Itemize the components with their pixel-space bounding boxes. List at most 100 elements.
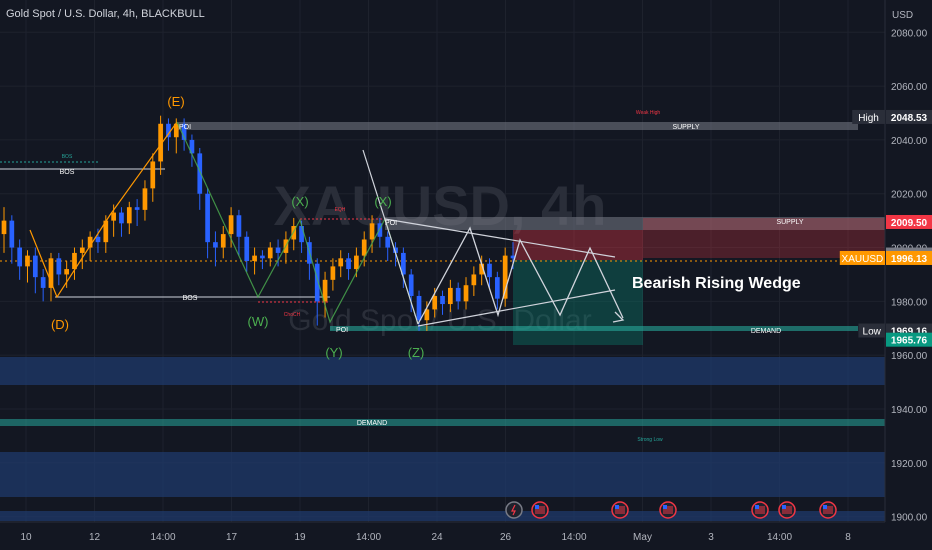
flag-canton — [782, 505, 786, 509]
candle-body — [416, 295, 422, 321]
wedge-upper — [384, 218, 616, 258]
x-tick-label: 14:00 — [561, 532, 586, 543]
label-demand-lower: DEMAND — [357, 420, 387, 427]
label-wave-d: (D) — [51, 317, 69, 332]
us-flag-event-icon[interactable] — [659, 501, 677, 519]
x-tick-label: 14:00 — [150, 532, 175, 543]
candle-body — [252, 255, 257, 261]
candle-body — [314, 263, 320, 302]
y-tick-label: 2020.00 — [891, 190, 928, 201]
candle-body — [150, 161, 156, 189]
us-flag-event-icon[interactable] — [819, 501, 837, 519]
price-badge-label: Low — [863, 327, 882, 338]
candle-body — [346, 258, 351, 270]
candle-body — [291, 226, 297, 240]
candle-body — [72, 252, 77, 270]
y-tick-label: 1920.00 — [891, 459, 928, 470]
candle-body — [432, 295, 438, 310]
x-tick-label: 8 — [845, 532, 851, 543]
demand-zone-lower — [0, 419, 885, 426]
candle-body — [440, 295, 445, 305]
label-choch: ChoCH — [284, 312, 301, 318]
candle-body — [510, 255, 516, 259]
projection-target-zone — [513, 260, 643, 345]
candle-body — [275, 247, 281, 253]
candle-body — [32, 255, 38, 278]
candle-body — [17, 247, 23, 267]
demand-zone-band-2 — [0, 452, 885, 497]
price-badge-bg — [886, 332, 932, 347]
label-demand-mid: DEMAND — [751, 328, 781, 335]
price-badge-value: 2009.50 — [891, 218, 928, 229]
candle-body — [260, 255, 265, 259]
candle-body — [369, 223, 375, 240]
candle-body — [455, 287, 461, 302]
label-wave-z: (Z) — [408, 345, 425, 360]
price-axis-ticks[interactable]: 1900.001920.001940.001960.001980.002000.… — [891, 28, 928, 523]
y-tick-label: 1900.00 — [891, 513, 928, 524]
label-poi-mid: POI — [385, 220, 397, 227]
wave-drawing — [29, 121, 625, 327]
price-badge-bg — [886, 109, 932, 124]
x-tick-label: 24 — [431, 532, 443, 543]
candle-body — [134, 207, 140, 210]
plot-background — [0, 0, 885, 522]
flag-canton — [663, 505, 667, 509]
us-flag-event-icon[interactable] — [778, 501, 796, 519]
flash-event-icon[interactable] — [505, 501, 523, 519]
candle-body — [267, 247, 273, 259]
us-flag-event-icon[interactable] — [611, 501, 629, 519]
candle-body — [142, 188, 148, 210]
label-supply-mid: SUPPLY — [776, 219, 803, 226]
candle-body — [40, 277, 46, 288]
label-supply-top: SUPPLY — [672, 124, 699, 131]
candle-body — [330, 266, 336, 280]
us-flag-event-icon[interactable] — [531, 501, 549, 519]
price-badge-label-bg — [858, 323, 885, 338]
label-bos-upper: BOS — [60, 169, 75, 176]
candle-body — [401, 252, 406, 275]
candle-body — [408, 274, 414, 296]
candle-body — [87, 236, 93, 248]
label-pattern: Bearish Rising Wedge — [632, 275, 801, 292]
supply-zone-mid — [385, 217, 885, 230]
time-axis-ticks[interactable]: 10 12 14:00 17 19 14:00 24 26 14:00 May 3 14:00 8 — [20, 532, 851, 543]
candle-body — [322, 279, 328, 302]
label-wave-w: (W) — [248, 314, 269, 329]
candle-body — [244, 236, 250, 261]
candle-body — [173, 123, 179, 138]
candle-body — [9, 220, 15, 248]
candle-body — [126, 207, 132, 224]
candle-body — [494, 277, 500, 299]
flag-canton — [755, 505, 759, 509]
label-weak-high: Weak High — [636, 110, 661, 116]
x-tick-label: 17 — [226, 532, 238, 543]
x-tick-label: 10 — [20, 532, 32, 543]
chart-title: Gold Spot / U.S. Dollar, 4h, BLACKBULL — [6, 8, 205, 20]
y-tick-label: 1940.00 — [891, 405, 928, 416]
x-tick-label: 19 — [294, 532, 306, 543]
candle-body — [338, 258, 344, 267]
candle-body — [502, 255, 508, 299]
candles — [1, 115, 516, 331]
candle-body — [189, 139, 195, 154]
x-tick-label: 14:00 — [767, 532, 792, 543]
price-badge-label: High — [858, 113, 879, 124]
label-bos-upper-teal: BOS — [62, 154, 73, 160]
x-tick-label: 12 — [89, 532, 101, 543]
label-poi-low: POI — [336, 327, 348, 334]
candle-body — [424, 309, 430, 321]
candle-body — [377, 223, 383, 237]
candle-body — [228, 215, 234, 235]
label-wave-x-right: (X) — [374, 194, 391, 209]
price-badge-label-bg — [839, 250, 885, 265]
watermark-description: Gold Spot / U.S. Dollar — [288, 304, 591, 337]
candle-body — [479, 263, 485, 275]
candle-body — [197, 153, 203, 194]
flag-canton — [615, 505, 619, 509]
projection-bear-zone — [513, 230, 643, 260]
us-flag-event-icon[interactable] — [751, 501, 769, 519]
demand-zone-band-3 — [0, 511, 885, 521]
candle-body — [64, 269, 69, 275]
